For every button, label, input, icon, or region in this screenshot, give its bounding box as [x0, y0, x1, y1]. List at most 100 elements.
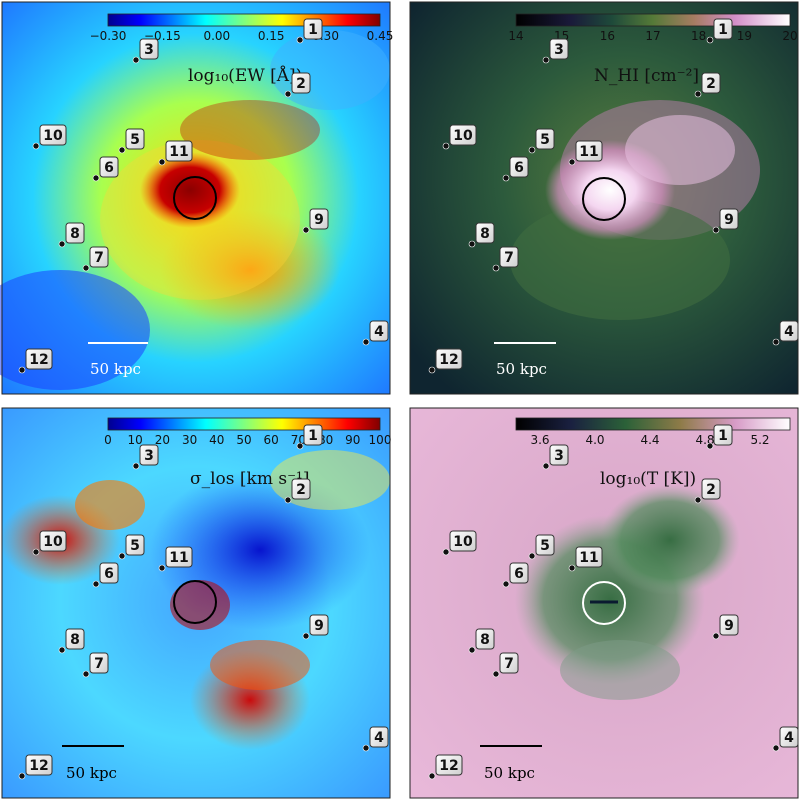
sightline-label-box: [65, 628, 85, 650]
sightline-dot: [442, 142, 450, 150]
sightline-label-box: [535, 534, 555, 556]
sightline-label: 6: [104, 566, 114, 582]
sightline-dot: [32, 142, 40, 150]
sightline-marker: 12: [428, 348, 463, 374]
sightline-label: 10: [43, 534, 63, 550]
sightline-dot: [158, 564, 166, 572]
colorbar-tick-label: 4.4: [640, 433, 659, 447]
sightline-dot: [284, 496, 292, 504]
colorbar-tick-label: 90: [345, 433, 360, 447]
sightline-label-box: [779, 320, 799, 342]
sightline-label: 4: [374, 730, 384, 746]
sightline-label-box: [39, 530, 67, 552]
sightline-label: 3: [144, 42, 154, 58]
sightline-dot: [492, 264, 500, 272]
sightline-label-box: [291, 72, 311, 94]
sightline-marker: 11: [158, 546, 193, 572]
sightline-label-box: [575, 546, 603, 568]
sightline-marker: 8: [468, 222, 495, 248]
colorbar-tick-label: 20: [782, 29, 797, 43]
sightline-label: 3: [554, 448, 564, 464]
sightline-dot: [302, 632, 310, 640]
sightline-marker: 3: [132, 444, 159, 470]
sightline-label-box: [499, 652, 519, 674]
sightline-label-box: [475, 628, 495, 650]
sightline-dot: [132, 56, 140, 64]
sightline-label-box: [719, 208, 739, 230]
temp-aperture-circle: [582, 581, 626, 625]
sightline-dot: [694, 496, 702, 504]
sightline-label-box: [535, 128, 555, 150]
sightline-marker: 3: [132, 38, 159, 64]
sightline-label: 10: [453, 534, 473, 550]
sightline-label: 8: [70, 226, 80, 242]
sightline-label-box: [435, 348, 463, 370]
ew-panel-title: log₁₀(EW [Å]): [188, 65, 302, 86]
sightline-dot: [772, 338, 780, 346]
sightline-label: 4: [784, 324, 794, 340]
sightline-marker: 6: [92, 156, 119, 182]
sightline-marker: 2: [284, 478, 311, 504]
colorbar-tick-label: 40: [209, 433, 224, 447]
sigma-scale-label: 50 kpc: [66, 764, 117, 782]
sightline-label: 2: [706, 76, 716, 92]
panel-nhi: 14 15 16 17 18 19 20 N_HI [cm⁻²] 50 kpc 123456…: [409, 1, 799, 395]
colorbar-tick-label: 70: [291, 433, 306, 447]
sightline-marker: 6: [502, 562, 529, 588]
sightline-marker: 9: [712, 208, 739, 234]
sightline-label: 9: [314, 618, 324, 634]
sightline-dot: [92, 174, 100, 182]
sightline-dot: [284, 90, 292, 98]
sightline-label: 5: [540, 132, 550, 148]
sightline-label: 2: [296, 76, 306, 92]
sightline-label-box: [303, 424, 323, 446]
sightline-dot: [362, 338, 370, 346]
sightline-marker: 2: [694, 72, 721, 98]
sightline-dot: [542, 462, 550, 470]
sightline-label-box: [125, 534, 145, 556]
sightline-dot: [568, 158, 576, 166]
sightline-label-box: [779, 726, 799, 748]
colorbar-tick-label: 0.45: [367, 29, 394, 43]
colorbar-tick-label: 60: [264, 433, 279, 447]
sightline-marker: 12: [428, 754, 463, 780]
sightline-label: 4: [784, 730, 794, 746]
sightline-label: 6: [104, 160, 114, 176]
sightline-label: 9: [724, 212, 734, 228]
sigma-scale-bar: 50 kpc: [62, 745, 124, 782]
sightline-dot: [568, 564, 576, 572]
sightline-label: 11: [579, 550, 598, 566]
sightline-dot: [302, 226, 310, 234]
sightline-label: 2: [706, 482, 716, 498]
sightline-label-box: [701, 72, 721, 94]
sightline-marker: 2: [284, 72, 311, 98]
sightline-dot: [772, 744, 780, 752]
sightline-label-box: [139, 444, 159, 466]
sightline-marker: 10: [442, 530, 477, 556]
sightline-marker: 1: [296, 424, 323, 450]
sightline-marker: 5: [118, 534, 145, 560]
sightline-dot: [158, 158, 166, 166]
sightline-label: 1: [308, 22, 318, 38]
sightline-label-box: [499, 246, 519, 268]
sightline-label: 1: [718, 22, 728, 38]
sightline-dot: [468, 240, 476, 248]
sightline-label: 3: [554, 42, 564, 58]
colorbar-tick-label: 16: [600, 29, 615, 43]
sightline-label-box: [125, 128, 145, 150]
sightline-dot: [706, 442, 714, 450]
sightline-dot: [542, 56, 550, 64]
sigma-aperture-circle: [173, 580, 217, 624]
sightline-marker: 12: [18, 754, 53, 780]
sightline-label: 5: [540, 538, 550, 554]
sightline-marker: 11: [158, 140, 193, 166]
panel-sigma: 0 10 20 30 40 50 60 70 80 90 100 σ_los [km s⁻¹] 50…: [0, 407, 391, 799]
sightline-label: 12: [29, 758, 48, 774]
sightline-dot: [468, 646, 476, 654]
sightline-dot: [58, 240, 66, 248]
sightline-label-box: [89, 246, 109, 268]
sightline-label: 7: [94, 656, 104, 672]
colorbar-tick-label: 20: [155, 433, 170, 447]
sightline-label-box: [369, 320, 389, 342]
